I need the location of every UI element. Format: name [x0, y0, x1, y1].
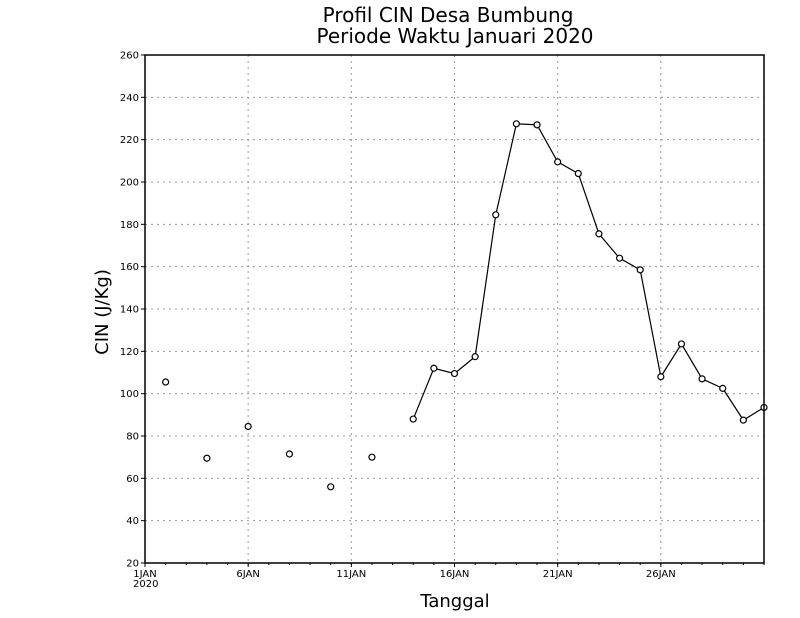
x-tick-label: 1JAN — [133, 569, 156, 580]
data-point — [471, 353, 479, 361]
y-tick-label: 80 — [126, 432, 139, 443]
data-point — [285, 450, 294, 458]
y-tick-label: 60 — [126, 474, 139, 485]
y-tick-label: 140 — [120, 305, 139, 316]
plot-frame — [144, 54, 765, 564]
y-tick-label: 220 — [120, 135, 139, 146]
y-tick-label: 260 — [120, 51, 139, 62]
data-point — [430, 364, 438, 372]
y-tick-label: 240 — [120, 93, 139, 104]
y-tick-labels: 20 40 60 80 100 120 140 160 180 200 220 240 260 — [120, 51, 145, 570]
data-point — [162, 378, 170, 386]
data-point — [739, 416, 747, 424]
x-tick-label: 11JAN — [336, 569, 366, 580]
x-tick-sublabel: 2020 — [133, 579, 158, 590]
data-point — [595, 230, 603, 238]
data-point — [533, 121, 541, 129]
y-tick-label: 200 — [120, 178, 139, 189]
y-tick-label: 100 — [120, 389, 139, 400]
data-point — [203, 454, 211, 462]
data-point — [698, 375, 706, 383]
grid-lines — [145, 55, 764, 563]
series-line-segment — [412, 123, 765, 421]
y-tick-label: 40 — [126, 516, 139, 527]
data-point — [492, 211, 500, 219]
x-tick-label: 6JAN — [236, 569, 259, 580]
cin-series — [162, 120, 768, 491]
data-point — [409, 415, 417, 423]
data-point — [677, 340, 686, 348]
data-point — [327, 483, 335, 491]
y-tick-label: 180 — [120, 220, 139, 231]
chart-title-line-1: Profil CIN Desa Bumbung — [323, 3, 574, 27]
data-point — [368, 453, 376, 461]
chart-title-line-2: Periode Waktu Januari 2020 — [316, 24, 593, 48]
data-point — [719, 384, 727, 392]
x-axis-label: Tanggal — [419, 591, 489, 612]
x-tick-label: 16JAN — [440, 569, 470, 580]
y-tick-label: 20 — [126, 559, 139, 570]
data-point — [554, 158, 562, 166]
data-point — [512, 120, 521, 128]
data-point — [574, 169, 582, 178]
x-tick-label: 26JAN — [646, 569, 676, 580]
data-point — [615, 254, 624, 262]
data-point — [657, 373, 665, 381]
data-point — [450, 369, 459, 378]
data-point — [636, 266, 644, 274]
x-tick-label: 21JAN — [543, 569, 573, 580]
data-point — [244, 422, 252, 431]
y-tick-label: 120 — [120, 347, 139, 358]
y-tick-label: 160 — [120, 262, 139, 273]
y-axis-label: CIN (J/Kg) — [92, 269, 113, 355]
